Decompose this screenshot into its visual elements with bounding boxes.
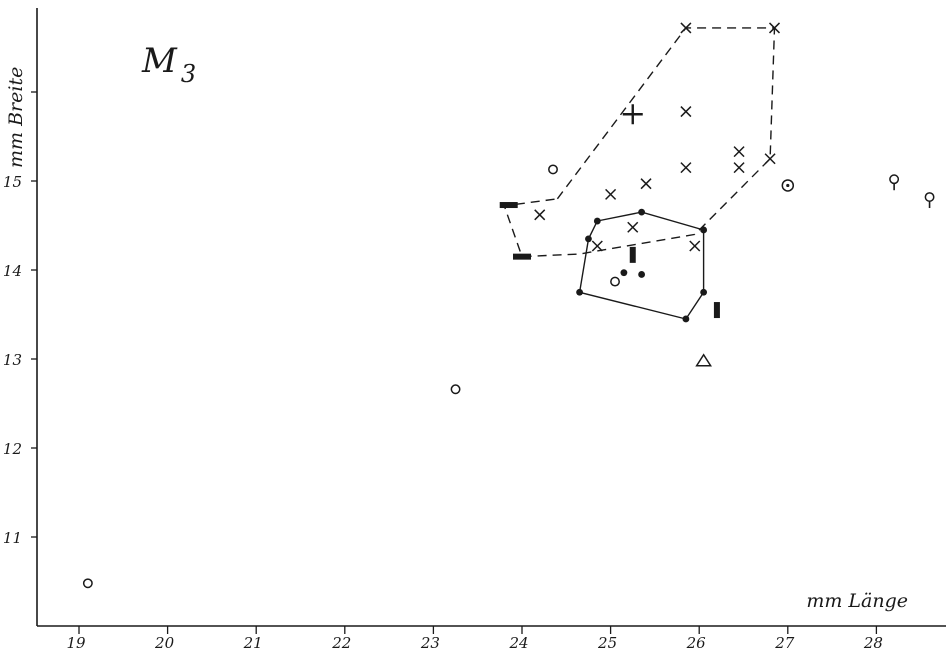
x-tick-label: 25: [597, 634, 617, 652]
bar-shape: [713, 302, 720, 319]
dot-shape: [585, 235, 592, 243]
point-cross-x: [733, 162, 745, 174]
x-tick-label: 22: [331, 634, 351, 652]
point-filled-dot: [620, 269, 628, 277]
point-cross-x: [768, 22, 781, 34]
point-plus: [622, 104, 643, 125]
point-filled-dot: [576, 288, 583, 296]
circle-center-dot: [786, 183, 790, 188]
dot-shape: [620, 269, 628, 277]
hull-filled-dot: [578, 211, 705, 320]
cross-stroke: [764, 153, 776, 165]
bar-shape: [629, 246, 636, 263]
cross-stroke: [680, 22, 692, 34]
cross-stroke: [680, 106, 692, 118]
point-filled-dot: [585, 235, 592, 243]
y-tick-label: 11: [3, 529, 22, 547]
y-tick-label: 13: [3, 351, 22, 369]
point-open-circle: [610, 276, 620, 287]
point-circle-stem: [924, 192, 935, 209]
circle-shape: [610, 276, 620, 287]
x-tick-label: 26: [686, 634, 707, 652]
cross-stroke: [640, 178, 652, 190]
point-cross-x: [591, 240, 603, 252]
dot-shape: [593, 217, 601, 225]
x-tick-label: 28: [863, 634, 883, 652]
circle-shape: [548, 164, 558, 175]
hull-cross-x: [503, 27, 776, 258]
cross-stroke: [627, 221, 639, 233]
point-horizontal-bar: [513, 253, 531, 260]
point-vertical-bar: [629, 246, 636, 263]
point-open-triangle: [695, 353, 712, 367]
dot-shape: [700, 226, 708, 234]
panel-title-main: M: [141, 41, 178, 81]
circle-shape: [82, 578, 93, 589]
circle-shape: [889, 174, 900, 185]
x-tick-label: 23: [420, 634, 440, 652]
x-axis-label: mm Länge: [806, 590, 908, 612]
point-dotted-circle: [781, 179, 795, 192]
point-vertical-bar: [713, 302, 720, 319]
cross-stroke: [733, 162, 745, 174]
point-horizontal-bar: [499, 202, 518, 209]
x-tick-label: 24: [508, 634, 528, 652]
data-marks: [82, 22, 935, 589]
panel-title-subscript: 3: [181, 60, 196, 88]
point-cross-x: [605, 188, 617, 200]
point-cross-x: [680, 162, 692, 174]
dot-shape: [576, 288, 583, 296]
cross-stroke: [680, 162, 692, 174]
dot-shape: [700, 288, 708, 296]
point-cross-x: [627, 221, 639, 233]
circle-shape: [450, 384, 461, 395]
cross-stroke: [733, 146, 745, 158]
point-open-circle: [82, 578, 93, 589]
point-filled-dot: [638, 208, 646, 216]
cross-stroke: [605, 188, 617, 200]
point-filled-dot: [593, 217, 601, 225]
point-filled-dot: [682, 315, 690, 323]
axes: 19 20 21 22 23 24 25 26 27 28 11 12 13 14 15: [3, 8, 946, 652]
point-cross-x: [680, 106, 692, 118]
cross-stroke: [534, 209, 546, 221]
y-tick-label: 12: [3, 440, 22, 458]
point-filled-dot: [638, 271, 646, 278]
triangle-shape: [695, 353, 712, 367]
point-open-circle: [450, 384, 461, 395]
point-cross-x: [689, 240, 701, 252]
point-open-circle: [548, 164, 558, 175]
y-tick-label: 15: [3, 173, 22, 191]
x-tick-label: 20: [154, 634, 175, 652]
dot-shape: [638, 271, 646, 278]
x-tick-label: 21: [243, 634, 263, 652]
dot-shape: [638, 208, 646, 216]
cross-stroke: [768, 22, 781, 34]
bar-shape: [499, 202, 518, 209]
point-cross-x: [733, 146, 745, 158]
cross-stroke: [689, 240, 701, 252]
y-axis-label: mm Breite: [5, 67, 27, 168]
bar-shape: [513, 253, 531, 260]
hulls: [503, 27, 776, 320]
x-tick-label: 19: [66, 634, 86, 652]
circle-shape: [924, 192, 935, 202]
dot-shape: [682, 315, 690, 323]
x-tick-label: 27: [774, 634, 795, 652]
point-cross-x: [640, 178, 652, 190]
point-circle-stem: [889, 174, 900, 191]
point-cross-x: [534, 209, 546, 221]
cross-stroke: [591, 240, 603, 252]
point-cross-x: [764, 153, 776, 165]
point-filled-dot: [700, 226, 708, 234]
point-cross-x: [680, 22, 692, 34]
point-filled-dot: [700, 288, 708, 296]
y-tick-label: 14: [3, 262, 22, 280]
